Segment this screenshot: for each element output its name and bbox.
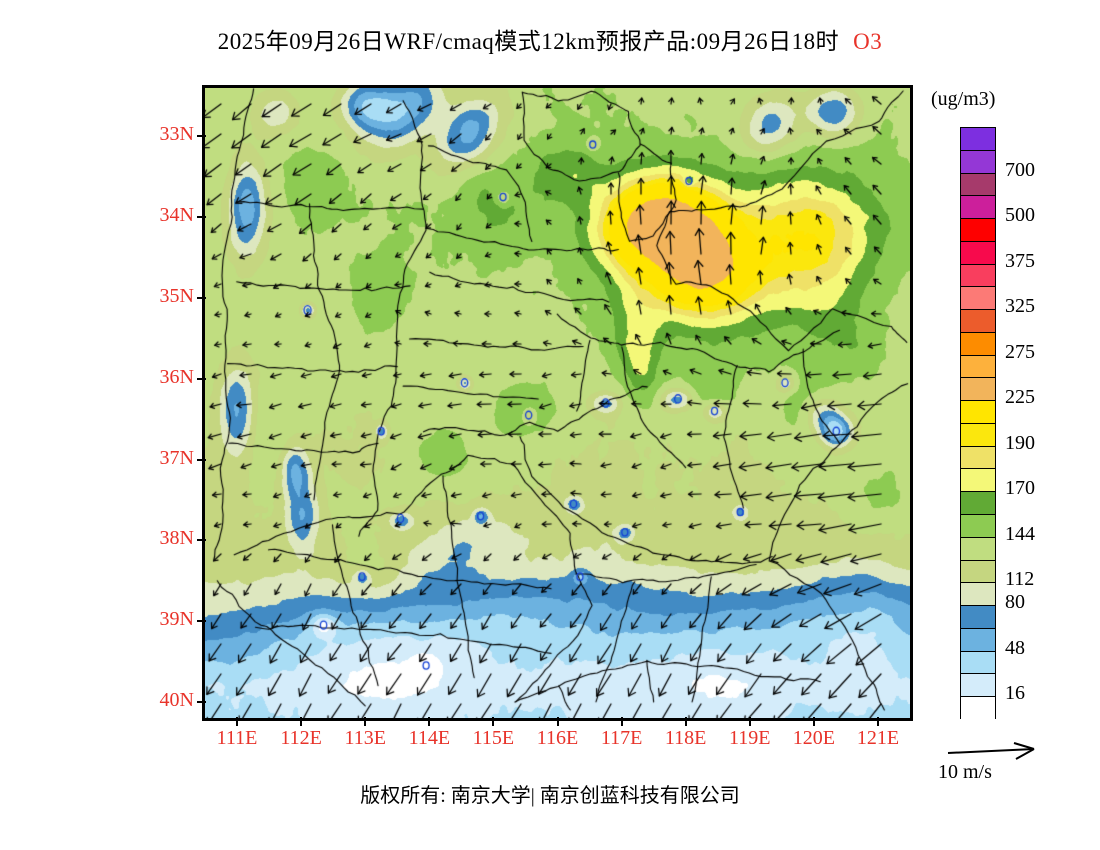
colorbar-label-225: 225: [1005, 386, 1035, 409]
colorbar-band-19: [961, 560, 995, 584]
colorbar-label-80: 80: [1005, 591, 1025, 614]
colorbar-band-20: [961, 583, 995, 607]
x-axis-tick-114E: 114E: [408, 727, 451, 749]
y-axis-tick-mark: [197, 458, 206, 461]
x-axis-tick-119E: 119E: [729, 727, 771, 749]
colorbar-band-22: [961, 628, 995, 652]
x-axis-tick-121E: 121E: [856, 727, 900, 749]
colorbar-band-11: [961, 378, 995, 402]
y-axis-tick-mark: [197, 539, 206, 542]
y-axis-tick-40N: 40N: [159, 688, 194, 711]
y-axis-tick-34N: 34N: [159, 204, 194, 227]
colorbar-band-21: [961, 606, 995, 629]
x-axis-tick-mark: [620, 717, 623, 726]
colorbar-band-17: [961, 515, 995, 538]
x-axis-tick-117E: 117E: [600, 727, 643, 749]
x-axis-tick-mark: [364, 717, 367, 726]
x-axis-tick-mark: [684, 717, 687, 726]
colorbar-label-375: 375: [1005, 249, 1035, 272]
colorbar-label-16: 16: [1005, 682, 1025, 705]
y-axis-tick-38N: 38N: [159, 527, 194, 550]
colorbar-band-12: [961, 401, 995, 424]
y-axis-tick-mark: [197, 135, 206, 138]
colorbar-band-23: [961, 651, 995, 675]
y-axis-tick-mark: [197, 700, 206, 703]
colorbar-band-13: [961, 423, 995, 447]
x-axis-tick-113E: 113E: [344, 727, 386, 749]
colorbar-label-190: 190: [1005, 431, 1035, 454]
x-axis-tick-mark: [428, 717, 431, 726]
y-axis-tick-mark: [197, 216, 206, 219]
y-axis-tick-37N: 37N: [159, 446, 194, 469]
colorbar-band-15: [961, 469, 995, 493]
colorbar-band-7: [961, 287, 995, 311]
page-title: 2025年09月26日WRF/cmaq模式12km预报产品:09月26日18时 O…: [0, 22, 1100, 56]
colorbar-units-label: (ug/m3): [931, 88, 996, 110]
colorbar-band-8: [961, 310, 995, 333]
x-axis-tick-mark: [236, 717, 239, 726]
colorbar-band-18: [961, 537, 995, 561]
y-axis-tick-33N: 33N: [159, 123, 194, 146]
copyright-footer: 版权所有: 南京大学| 南京创蓝科技有限公司: [360, 785, 740, 807]
title-species-label: O3: [853, 29, 883, 54]
colorbar-label-275: 275: [1005, 340, 1035, 363]
x-axis-tick-mark: [812, 717, 815, 726]
colorbar-band-0: [961, 128, 995, 151]
y-axis-tick-mark: [197, 620, 206, 623]
x-axis-tick-111E: 111E: [216, 727, 258, 749]
colorbar-band-16: [961, 492, 995, 516]
colorbar[interactable]: [960, 127, 996, 720]
colorbar-band-3: [961, 196, 995, 220]
colorbar-label-144: 144: [1005, 522, 1035, 545]
colorbar-band-24: [961, 674, 995, 698]
wind-scale-label: 10 m/s: [938, 761, 992, 783]
x-axis-tick-mark: [300, 717, 303, 726]
colorbar-band-25: [961, 697, 995, 720]
colorbar-label-112: 112: [1005, 568, 1035, 591]
ozone-concentration-map: [205, 88, 910, 718]
y-axis-tick-mark: [197, 297, 206, 299]
colorbar-label-325: 325: [1005, 295, 1035, 318]
colorbar-band-5: [961, 241, 995, 265]
colorbar-band-9: [961, 332, 995, 356]
x-axis-tick-mark: [748, 717, 751, 726]
x-axis-tick-mark: [556, 717, 559, 726]
colorbar-label-170: 170: [1005, 477, 1035, 500]
colorbar-band-6: [961, 264, 995, 288]
x-axis-tick-mark: [876, 717, 879, 726]
colorbar-band-1: [961, 150, 995, 174]
colorbar-band-14: [961, 446, 995, 470]
x-axis-tick-118E: 118E: [664, 727, 707, 749]
colorbar-label-500: 500: [1005, 204, 1035, 227]
right-arrow-icon: [947, 742, 1035, 760]
y-axis-tick-39N: 39N: [159, 608, 194, 631]
colorbar-band-2: [961, 173, 995, 197]
colorbar-label-48: 48: [1005, 636, 1025, 659]
wind-scale-legend: 10 m/s: [938, 742, 1078, 784]
colorbar-band-4: [961, 219, 995, 242]
x-axis-tick-116E: 116E: [536, 727, 579, 749]
title-text: 2025年09月26日WRF/cmaq模式12km预报产品:09月26日18时: [217, 29, 840, 54]
y-axis-tick-mark: [197, 377, 206, 380]
y-axis-tick-36N: 36N: [159, 365, 194, 388]
colorbar-label-700: 700: [1005, 158, 1035, 181]
x-axis-tick-120E: 120E: [792, 727, 835, 749]
y-axis-tick-35N: 35N: [159, 285, 194, 307]
x-axis-tick-115E: 115E: [472, 727, 515, 749]
x-axis-tick-112E: 112E: [280, 727, 322, 749]
colorbar-band-10: [961, 355, 995, 379]
x-axis-tick-mark: [492, 717, 495, 726]
map-plot-area[interactable]: [202, 85, 913, 721]
